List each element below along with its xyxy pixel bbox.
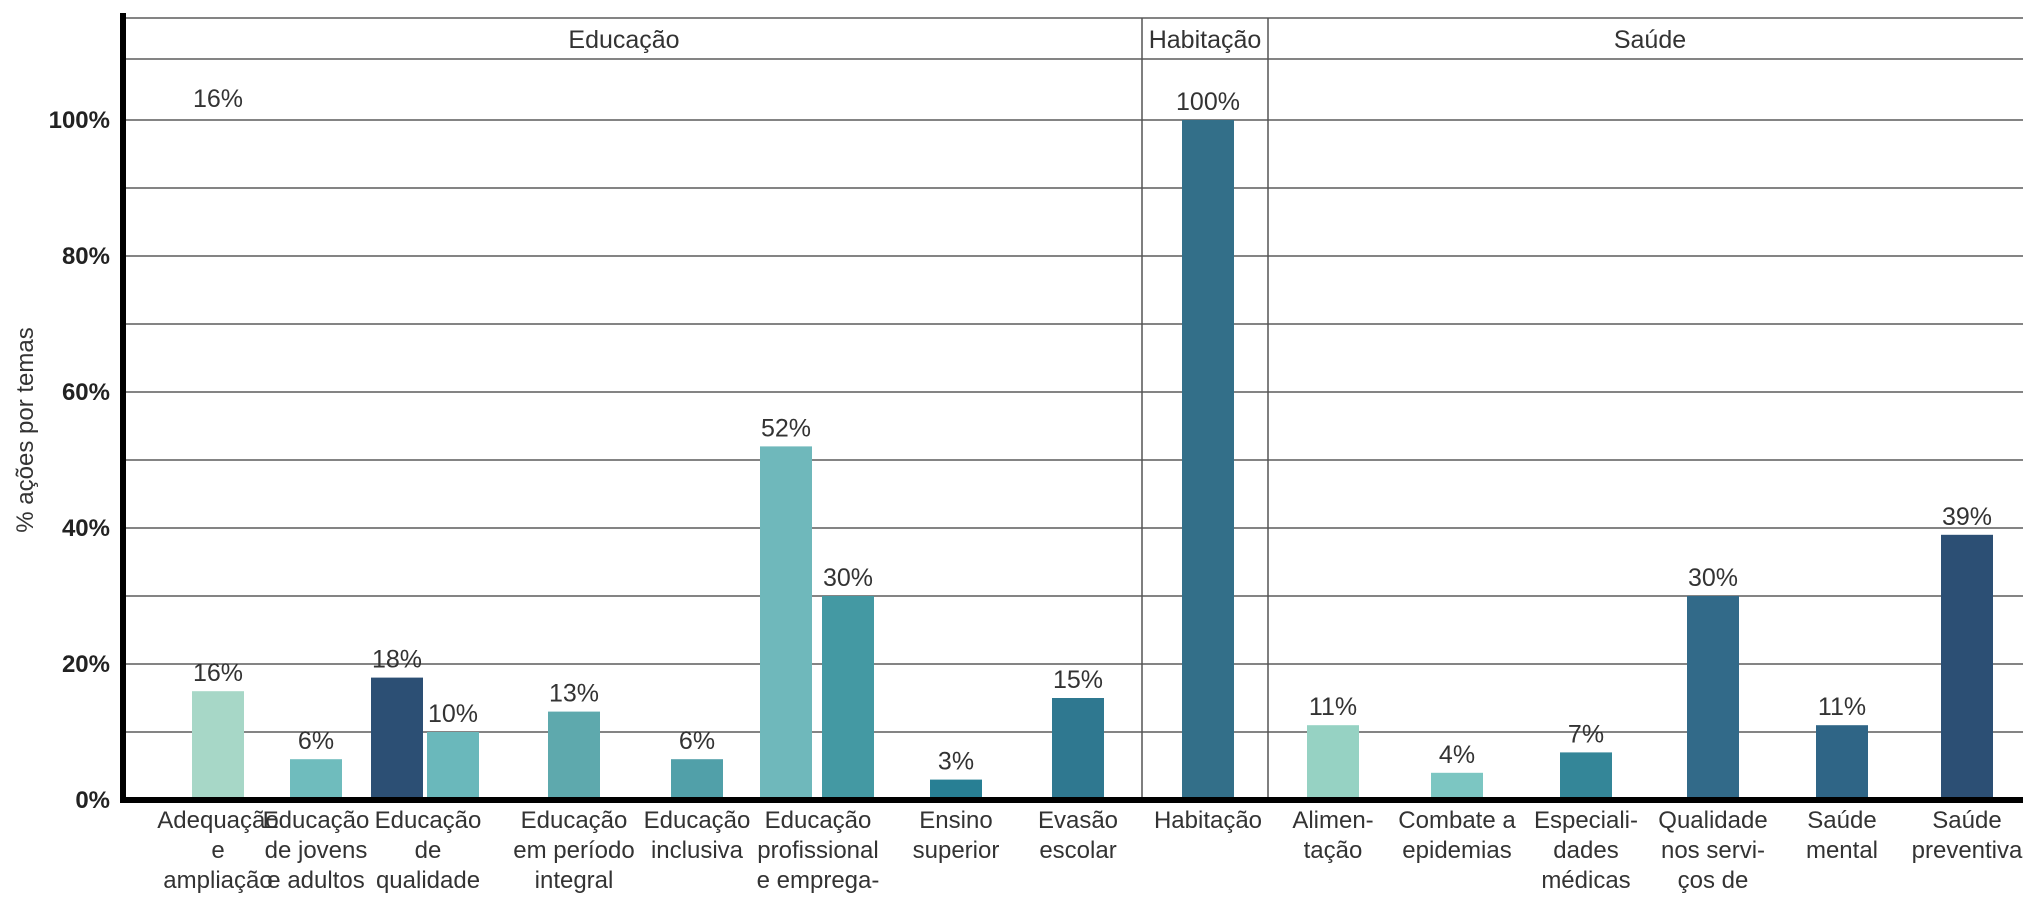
y-tick-label: 100% [49,107,110,134]
category-label: nos servi- [1661,837,1765,864]
category-label: Educação [375,807,482,834]
bar [548,711,600,800]
bars [192,120,1993,800]
group-label: Habitação [1149,26,1262,54]
category-label: Qualidade [1658,807,1767,834]
bar [1816,725,1868,800]
category-label: de [415,837,442,864]
axes [120,13,2023,803]
category-label: inclusiva [651,837,744,864]
category-label: escolar [1039,837,1116,864]
value-label: 30% [823,564,873,592]
group-label: Educação [568,26,679,54]
category-label: ços de [1678,867,1749,894]
category-label: Habitação [1154,807,1262,834]
bar [930,779,982,800]
value-label: 30% [1688,564,1738,592]
bar [1687,596,1739,800]
bar [1182,120,1234,800]
category-label: mental [1806,837,1878,864]
value-label: 100% [1176,88,1240,116]
category-label: médicas [1541,867,1630,894]
category-label: integral [535,867,614,894]
category-label: profissional [757,837,878,864]
y-tick-label: 40% [62,515,110,542]
bar [1431,772,1483,800]
bar [1941,534,1993,800]
category-label: Saúde [1932,807,2001,834]
value-label: 4% [1439,741,1475,769]
category-label: tação [1304,837,1363,864]
category-label: em período [513,837,634,864]
category-label: e emprega- [757,867,880,894]
category-label: Adequação [157,807,278,834]
category-label: epidemias [1402,837,1511,864]
value-label: 15% [1053,666,1103,694]
category-label: Educação [765,807,872,834]
y-tick-label: 80% [62,243,110,270]
category-label: Ensino [919,807,992,834]
y-axis-label: % ações por temas [12,327,39,532]
value-label: 16% [193,659,243,687]
group-label: Saúde [1614,26,1686,54]
bar [760,446,812,800]
bar [1307,725,1359,800]
category-label: Educação [263,807,370,834]
bar [822,596,874,800]
bar [427,732,479,800]
bar [192,691,244,800]
value-label: 7% [1568,720,1604,748]
category-label: Evasão [1038,807,1118,834]
value-label: 11% [1818,693,1866,721]
value-label: 39% [1942,503,1992,531]
category-label: Especiali- [1534,807,1638,834]
category-label: e [211,837,224,864]
category-label: Saúde [1807,807,1876,834]
bar [371,677,423,800]
value-label: 11% [1309,693,1357,721]
chart-text: 0% 20% 40% 60% 80% 100% % ações por temas Educa… [12,26,2023,894]
category-label: Educação [521,807,628,834]
category-label: e adultos [267,867,364,894]
bar [671,759,723,800]
value-label: 52% [761,414,811,442]
value-label: 6% [298,727,334,755]
category-label: ampliação [163,867,272,894]
category-label: Combate a [1398,807,1516,834]
stray-value-label: 16% [193,85,243,113]
bar [290,759,342,800]
value-label: 6% [679,727,715,755]
value-label: 18% [372,646,422,674]
category-label: qualidade [376,867,480,894]
value-label: 3% [938,748,974,776]
bar [1560,752,1612,800]
category-label: superior [913,837,1000,864]
category-label: Educação [644,807,751,834]
value-label: 10% [428,700,478,728]
category-label: dades [1553,837,1618,864]
category-label: Alimen- [1292,807,1373,834]
y-tick-label: 20% [62,651,110,678]
y-tick-label: 0% [75,787,110,814]
category-label: de jovens [265,837,368,864]
category-label: preventiva [1912,837,2023,864]
group-separators [1141,18,1269,800]
value-label: 13% [549,680,599,708]
y-tick-label: 60% [62,379,110,406]
bar [1052,698,1104,800]
